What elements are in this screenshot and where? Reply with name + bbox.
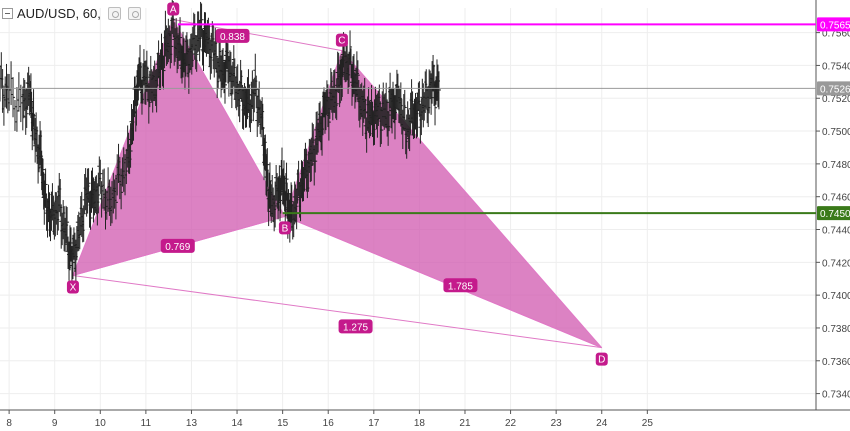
point-label-box [595, 352, 608, 366]
price-label-box [817, 81, 850, 96]
y-tick-label: 0.7560 [822, 29, 850, 40]
y-tick-label: 0.7540 [822, 61, 850, 72]
x-tick-label: 9 [52, 418, 58, 429]
x-tick-label: 13 [186, 418, 198, 429]
x-tick-label: 21 [459, 418, 471, 429]
y-tick-label: 0.7400 [822, 291, 850, 302]
price-label-box [817, 17, 850, 32]
x-tick-label: 11 [141, 418, 152, 429]
x-tick-label: 14 [231, 418, 243, 429]
price-label-text: 0.7526 [820, 84, 850, 95]
ratio-label-box [215, 28, 250, 43]
x-tick-label: 10 [95, 418, 107, 429]
x-tick-label: 25 [642, 418, 654, 429]
x-tick-label: 17 [368, 418, 380, 429]
point-label-a: A [170, 4, 177, 15]
chart-header: AUD/USD, 60, [0, 0, 141, 26]
y-tick-label: 0.7360 [822, 357, 850, 368]
price-label-box [817, 206, 850, 221]
price-label-text: 0.7450 [820, 209, 850, 220]
point-label-box [335, 33, 348, 47]
point-label-box [278, 221, 291, 235]
ratio-label-box [160, 238, 195, 253]
x-tick-label: 8 [6, 418, 12, 429]
ratio-label: 0.838 [220, 32, 245, 43]
ratio-label: 1.785 [448, 281, 473, 292]
y-tick-label: 0.7480 [822, 160, 850, 171]
ratio-label-box [338, 319, 373, 334]
point-label-d: D [598, 355, 605, 366]
xd-connector-line [72, 274, 602, 349]
x-tick-label: 15 [277, 418, 289, 429]
y-tick-label: 0.7500 [822, 127, 850, 138]
visibility-icon[interactable] [107, 6, 121, 20]
point-label-x: X [70, 282, 77, 293]
minus-box-icon[interactable] [2, 7, 13, 19]
point-label-b: B [282, 223, 289, 234]
y-tick-label: 0.7460 [822, 193, 850, 204]
x-tick-label: 23 [551, 418, 563, 429]
ratio-label: 0.769 [165, 242, 190, 253]
ratio-label: 1.275 [343, 322, 368, 333]
x-tick-label: 24 [596, 418, 608, 429]
settings-icon[interactable] [127, 6, 141, 20]
bd-connector-line [284, 215, 602, 349]
point-label-c: C [338, 36, 345, 47]
x-tick-label: 16 [323, 418, 335, 429]
y-tick-label: 0.7520 [822, 94, 850, 105]
point-label-box [66, 280, 79, 294]
point-label-box [167, 2, 180, 16]
x-tick-label: 22 [505, 418, 517, 429]
price-label-text: 0.7565 [820, 20, 850, 31]
y-tick-label: 0.7380 [822, 324, 850, 335]
symbol-label: AUD/USD, 60, [17, 5, 101, 21]
ratio-label-box [443, 278, 478, 293]
y-tick-label: 0.7440 [822, 226, 850, 237]
x-tick-label: 18 [414, 418, 426, 429]
y-tick-label: 0.7340 [822, 390, 850, 401]
y-tick-label: 0.7420 [822, 258, 850, 269]
